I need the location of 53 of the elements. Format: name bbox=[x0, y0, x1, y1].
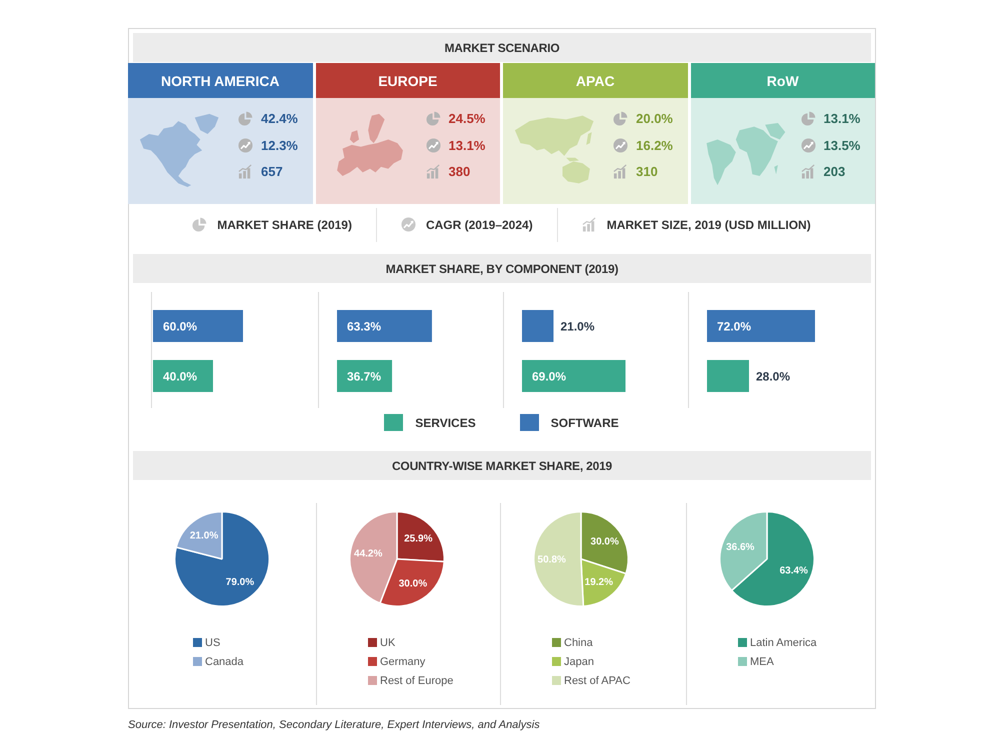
data-label: 12.3% bbox=[261, 136, 298, 154]
legend-label: China bbox=[564, 636, 593, 648]
legend-label: Latin America bbox=[750, 636, 817, 648]
legend-label: Germany bbox=[380, 656, 426, 668]
category-label: NORTH AMERICA bbox=[160, 72, 280, 90]
data-label: 310 bbox=[636, 163, 658, 180]
data-label: 42.4% bbox=[261, 110, 298, 127]
category-label: EUROPE bbox=[377, 72, 438, 90]
category-label: RoW bbox=[766, 72, 800, 90]
data-label: 36.6% bbox=[726, 542, 755, 553]
legend-label: US bbox=[205, 636, 220, 648]
legend-label: CAGR (2019–2024) bbox=[426, 218, 533, 232]
data-label: 24.5% bbox=[448, 110, 486, 127]
data-label: 50.8% bbox=[538, 554, 566, 566]
data-label: 13.1% bbox=[448, 136, 486, 154]
data-label: 63.3% bbox=[347, 319, 382, 334]
data-label: 69.0% bbox=[532, 369, 566, 384]
data-label: 25.9% bbox=[404, 534, 433, 545]
category-label: APAC bbox=[574, 72, 616, 90]
data-label: 19.2% bbox=[584, 577, 614, 588]
legend-label: MARKET SIZE, 2019 (USD MILLION) bbox=[606, 218, 811, 232]
legend-label: SERVICES bbox=[415, 416, 476, 430]
legend-label: Canada bbox=[205, 656, 244, 668]
data-label: 13.5% bbox=[824, 136, 860, 154]
text: MARKET SCENARIO bbox=[133, 33, 871, 62]
text: MARKET SHARE, BY COMPONENT (2019) bbox=[133, 254, 871, 283]
data-label: 21.0% bbox=[190, 530, 218, 542]
data-label: 13.1% bbox=[824, 110, 860, 127]
legend-label: MARKET SHARE (2019) bbox=[217, 218, 352, 232]
source-note: Source: Investor Presentation, Secondary Literature, Expert Interviews, and Analysis bbox=[128, 719, 540, 731]
data-label: 28.0% bbox=[756, 369, 790, 384]
data-label: 40.0% bbox=[163, 369, 198, 384]
data-label: 44.2% bbox=[354, 548, 382, 560]
data-label: 21.0% bbox=[560, 319, 595, 334]
text: COUNTRY-WISE MARKET SHARE, 2019 bbox=[133, 451, 871, 480]
data-label: 657 bbox=[261, 163, 283, 180]
legend-label: Rest of Europe bbox=[380, 674, 454, 686]
data-label: 72.0% bbox=[717, 319, 752, 334]
legend-label: MEA bbox=[750, 656, 774, 668]
data-label: 30.0% bbox=[590, 536, 619, 548]
data-label: 79.0% bbox=[226, 576, 254, 588]
data-label: 20.0% bbox=[636, 110, 673, 127]
data-label: 36.7% bbox=[347, 369, 382, 384]
data-label: 203 bbox=[824, 163, 846, 180]
data-label: 63.4% bbox=[780, 566, 808, 577]
legend-label: UK bbox=[380, 636, 396, 648]
data-label: 30.0% bbox=[398, 578, 428, 590]
legend-label: SOFTWARE bbox=[550, 416, 619, 430]
legend-label: Rest of APAC bbox=[564, 674, 630, 686]
data-label: 16.2% bbox=[636, 136, 673, 154]
legend-label: Japan bbox=[564, 656, 594, 668]
data-label: 60.0% bbox=[163, 319, 198, 334]
data-label: 380 bbox=[448, 163, 470, 180]
